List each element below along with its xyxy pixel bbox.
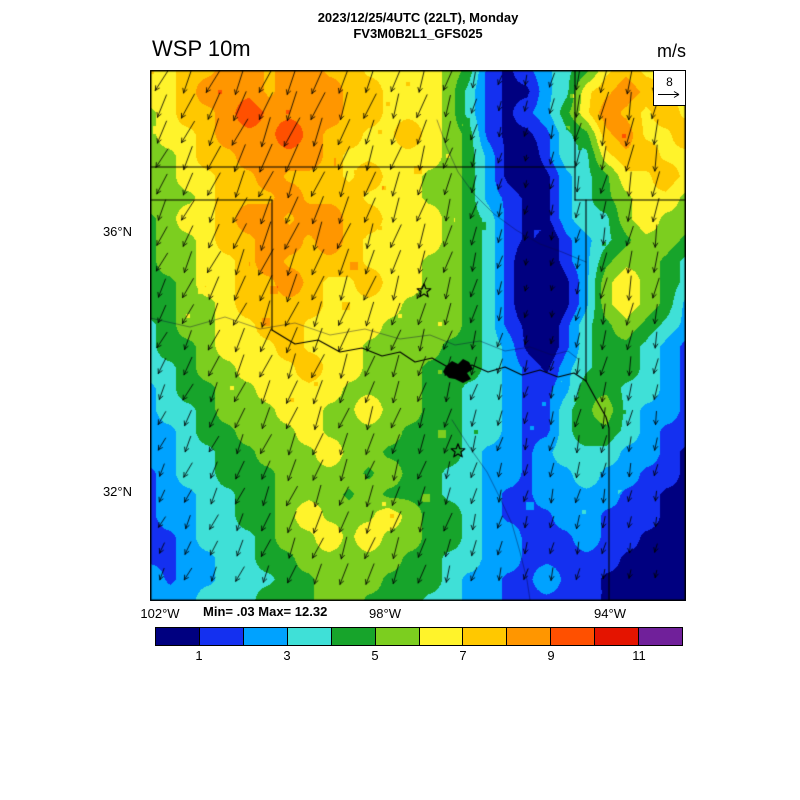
- colorbar-segment: [199, 628, 244, 645]
- lat-axis-label: 32°N: [102, 484, 132, 499]
- colorbar-tick-label: 11: [632, 648, 646, 663]
- reference-vector-arrow-icon: [658, 91, 680, 99]
- colorbar-segment: [463, 628, 508, 645]
- colorbar-segment: [331, 628, 376, 645]
- colorbar-segment: [507, 628, 552, 645]
- reference-vector-box: 8: [653, 70, 686, 106]
- lon-axis-label: 94°W: [594, 606, 626, 621]
- minmax-stats-label: Min= .03 Max= 12.32: [203, 604, 328, 619]
- colorbar-tick-label: 9: [547, 648, 555, 663]
- colorbar-tick-label: 1: [195, 648, 203, 663]
- colorbar-segment: [287, 628, 332, 645]
- colorbar-segment: [639, 628, 683, 645]
- header-model: FV3M0B2L1_GFS025: [353, 26, 483, 41]
- colorbar: [155, 627, 683, 646]
- colorbar-segment: [156, 628, 200, 645]
- wind-speed-map-canvas: [150, 70, 686, 601]
- colorbar-segment: [375, 628, 420, 645]
- colorbar-tick-label: 7: [459, 648, 467, 663]
- colorbar-segment: [419, 628, 464, 645]
- colorbar-segment: [551, 628, 596, 645]
- colorbar-tick-label: 5: [371, 648, 379, 663]
- units-label: m/s: [657, 41, 686, 61]
- colorbar-tick-label: 3: [283, 648, 291, 663]
- colorbar-segment: [595, 628, 640, 645]
- lon-axis-label: 98°W: [369, 606, 401, 621]
- lat-axis-label: 36°N: [102, 224, 132, 239]
- header-datetime: 2023/12/25/4UTC (22LT), Monday: [317, 10, 519, 25]
- reference-vector-value: 8: [666, 74, 673, 89]
- variable-label: WSP 10m: [152, 36, 251, 61]
- lon-axis-label: 102°W: [140, 606, 180, 621]
- colorbar-segment: [243, 628, 288, 645]
